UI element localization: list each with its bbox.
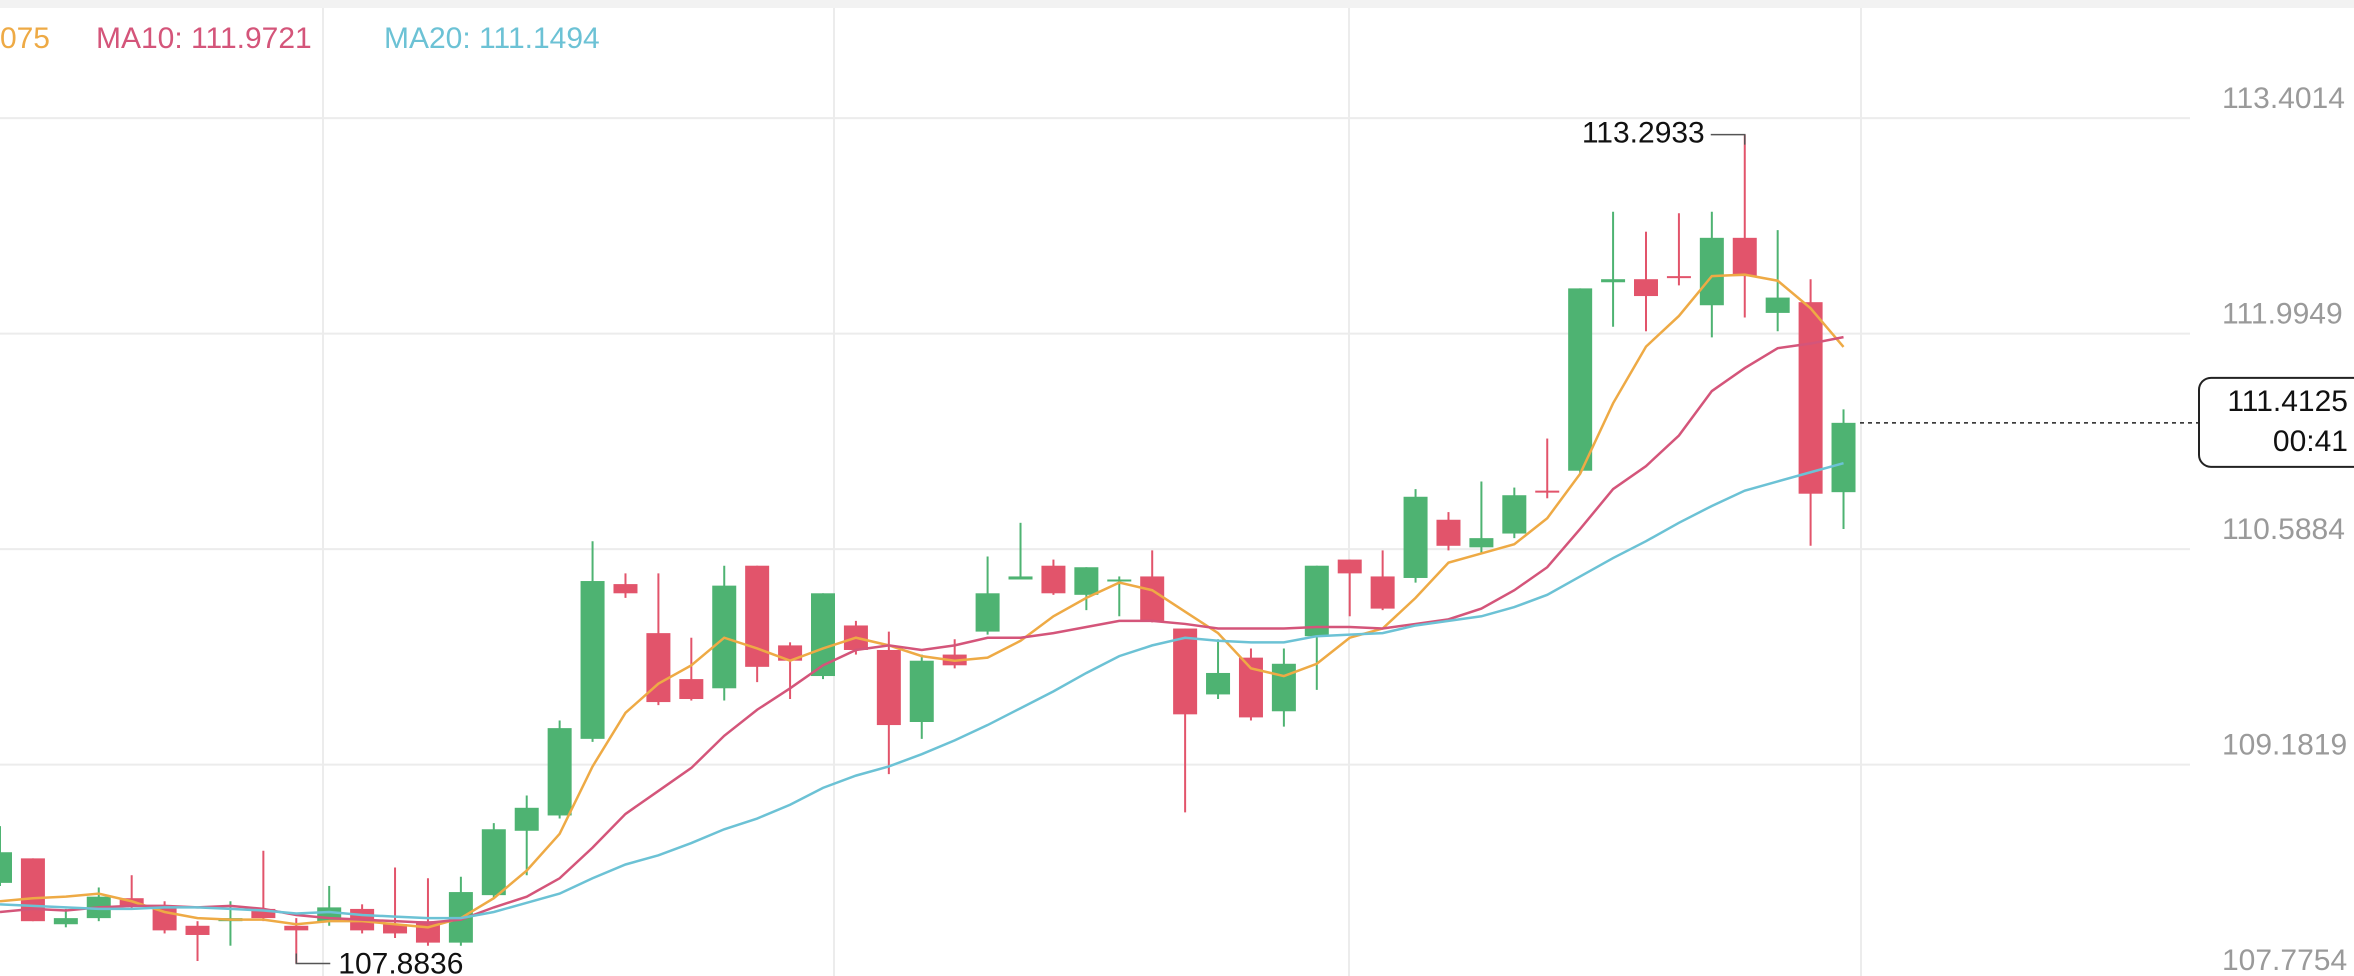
y-tick-label: 107.7754 <box>2222 944 2347 976</box>
candle-body <box>514 807 539 831</box>
high-label: 113.2933 <box>1582 117 1705 150</box>
candle-body <box>1469 538 1494 548</box>
candle-body <box>1370 576 1395 609</box>
candle-body <box>1271 663 1296 712</box>
candle-body <box>975 593 1000 632</box>
candle-body <box>1535 490 1560 493</box>
legend-entry: MA10: 111.9721 <box>96 22 312 55</box>
candle-body <box>1206 672 1231 695</box>
candle-body <box>1008 576 1033 580</box>
candle-body <box>811 593 835 677</box>
candle-body <box>909 660 934 722</box>
legend-entry: 075 <box>0 22 50 55</box>
y-tick-label: 113.4014 <box>2222 82 2345 115</box>
candle-body <box>745 565 770 667</box>
candle-body <box>1634 279 1658 297</box>
y-tick-label: 110.5884 <box>2222 513 2345 546</box>
candle-body <box>1304 565 1329 637</box>
high-pointer <box>1710 133 1746 145</box>
candle-body <box>20 858 45 922</box>
candle-body <box>1568 288 1593 471</box>
candle-body <box>383 924 408 934</box>
price-box <box>2198 376 2354 468</box>
candle-body <box>613 584 638 594</box>
legend-entry: MA20: 111.1494 <box>384 22 600 55</box>
candle-body <box>1601 279 1626 283</box>
candle-body <box>1074 567 1099 595</box>
candle-body <box>1732 237 1757 277</box>
candle-body <box>1041 565 1066 594</box>
candle-body <box>1403 496 1428 578</box>
candle-body <box>1173 628 1198 715</box>
candle-body <box>679 679 704 700</box>
candle-body <box>284 925 309 931</box>
low-pointer <box>295 953 331 965</box>
candle-body <box>185 925 210 935</box>
candle-body <box>1666 276 1691 279</box>
candle-body <box>1436 519 1461 546</box>
candle-body <box>547 728 572 816</box>
y-tick-label: 111.9949 <box>2222 298 2343 331</box>
candle-body <box>1337 559 1362 574</box>
countdown: 00:41 <box>2273 425 2348 458</box>
candle-body <box>778 645 803 661</box>
candle-body <box>580 581 605 739</box>
candle-body <box>1765 297 1790 313</box>
candle-body <box>251 908 276 919</box>
candle-body <box>1107 579 1132 582</box>
candle-body <box>0 852 12 883</box>
candle-body <box>1502 495 1527 534</box>
candle-body <box>53 918 78 925</box>
y-tick-label: 109.1819 <box>2222 729 2347 762</box>
ma-line <box>0 273 1845 929</box>
top-band <box>0 0 2354 8</box>
candle-body <box>481 829 506 896</box>
ma-line <box>0 335 1844 924</box>
low-label: 107.8836 <box>338 947 463 976</box>
price-label: 111.4125 <box>2227 385 2348 418</box>
candle-body <box>876 649 901 726</box>
candle-body <box>1798 302 1823 494</box>
ma-line <box>0 461 1844 920</box>
candle-body <box>1699 237 1724 306</box>
candle-body <box>1140 576 1165 621</box>
candle-body <box>1831 422 1856 493</box>
